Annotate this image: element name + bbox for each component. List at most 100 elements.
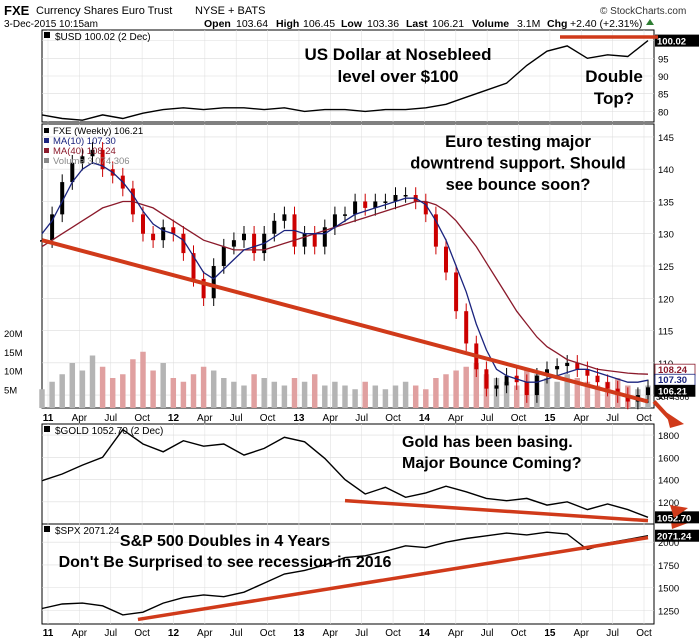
y-tick-label: 130 [658, 230, 674, 241]
candle-body [423, 201, 428, 215]
candle-body [272, 220, 277, 234]
candle-body [201, 278, 206, 299]
volume-bar [594, 385, 601, 408]
legend-marker [44, 32, 50, 38]
volume-bar [79, 370, 86, 408]
candle-body [100, 149, 105, 170]
candle-body [302, 233, 307, 247]
legend-label: MA(10) 107.30 [53, 136, 116, 147]
candle-body [625, 395, 630, 402]
volume-tick-label: 10M [4, 367, 23, 378]
watermark: © StockCharts.com [600, 6, 686, 17]
usd-last-badge: 100.02 [657, 37, 686, 48]
volume-bar [584, 381, 591, 408]
candle-body [353, 201, 358, 215]
legend-label: $GOLD 1052.70 (2 Dec) [55, 426, 163, 437]
volume-label: Volume [472, 18, 509, 30]
fxe-last-badge: 107.30 [658, 375, 687, 386]
security-name: Currency Shares Euro Trust [36, 5, 172, 17]
spx-trendline [137, 535, 649, 622]
candle-body [141, 214, 145, 234]
fxe-last-badge-bg [654, 384, 696, 397]
candle-body [494, 385, 499, 389]
y-tick-label: 120 [658, 294, 674, 305]
x-tick-label: 12 [168, 413, 180, 424]
candle-body [393, 195, 398, 202]
y-tick-label: 1200 [658, 498, 679, 509]
candle-body [312, 233, 317, 247]
volume-bar [241, 385, 247, 408]
candle-body [545, 369, 549, 376]
volume-bar [513, 385, 520, 408]
x-tick-label: 12 [168, 628, 180, 639]
y-tick-label: 140 [658, 165, 674, 176]
x-tick-label: Oct [385, 628, 401, 639]
legend-marker [44, 426, 50, 432]
y-tick-label: 145 [658, 133, 674, 144]
legend-label: Volume 3,074,306 [53, 156, 130, 167]
open-value: 103.64 [236, 18, 268, 30]
open-label: Open [204, 18, 231, 30]
x-tick-label: Oct [511, 628, 527, 639]
volume-bar [271, 381, 278, 408]
candle-body [484, 369, 489, 389]
y-tick-label: 2000 [658, 538, 679, 549]
y-tick-label: 135 [658, 197, 674, 208]
volume-bar [291, 378, 298, 408]
volume-bar [281, 385, 288, 408]
gold-annotation: Gold has been basing. [402, 434, 573, 451]
candle-body [444, 246, 448, 273]
x-tick-label: 15 [544, 413, 556, 424]
usd-last-badge-bg [655, 34, 699, 47]
volume-last-label: 3074306 [656, 392, 689, 402]
volume-bar [564, 374, 570, 408]
candle-body [191, 253, 196, 279]
volume-bar [210, 370, 217, 408]
candle-body [151, 233, 156, 241]
y-tick-label: 125 [658, 262, 674, 273]
spx-annotation: Don't Be Surprised to see recession in 2… [59, 554, 392, 571]
candle-body [585, 369, 590, 376]
spx-last-badge-bg [655, 529, 699, 542]
volume-bar [443, 374, 449, 408]
candle-body [373, 201, 378, 208]
candle-body [565, 362, 570, 367]
volume-bar [322, 385, 328, 408]
volume-bar [140, 351, 146, 408]
fxe-last-badge: 106.21 [658, 386, 688, 397]
volume-bar [433, 378, 439, 408]
volume-bar [251, 374, 257, 408]
x-tick-label: Apr [323, 413, 339, 424]
volume-bar [39, 389, 45, 408]
x-tick-label: Apr [72, 628, 88, 639]
spx-last-badge: 2071.24 [657, 532, 692, 543]
gold-price-line [41, 428, 649, 518]
candle-body [242, 233, 246, 241]
y-tick-label: 85 [658, 90, 669, 101]
legend-marker [44, 128, 49, 133]
volume-bar [473, 363, 480, 408]
candle-body [161, 227, 166, 241]
volume-bar [69, 363, 76, 408]
legend-label: MA(40) 108.24 [53, 146, 116, 157]
x-tick-label: Apr [197, 413, 213, 424]
volume-bar [180, 381, 187, 408]
x-tick-label: 14 [419, 413, 431, 424]
volume-bar [120, 374, 126, 408]
candle-body [524, 382, 529, 396]
x-tick-label: Jul [481, 628, 494, 639]
volume-bar [221, 378, 227, 408]
legend-marker [44, 148, 49, 153]
y-tick-label: 95 [658, 54, 669, 65]
x-tick-label: Oct [134, 628, 150, 639]
candle-body [60, 182, 65, 215]
legend-label: $SPX 2071.24 [55, 526, 120, 537]
x-tick-label: Jul [104, 628, 117, 639]
x-tick-label: Jul [481, 413, 494, 424]
candle-body [343, 214, 347, 216]
legend-marker [44, 158, 49, 163]
volume-bar [372, 385, 379, 408]
volume-bar [412, 385, 419, 408]
candle-body [605, 382, 610, 389]
volume-bar [554, 381, 560, 408]
